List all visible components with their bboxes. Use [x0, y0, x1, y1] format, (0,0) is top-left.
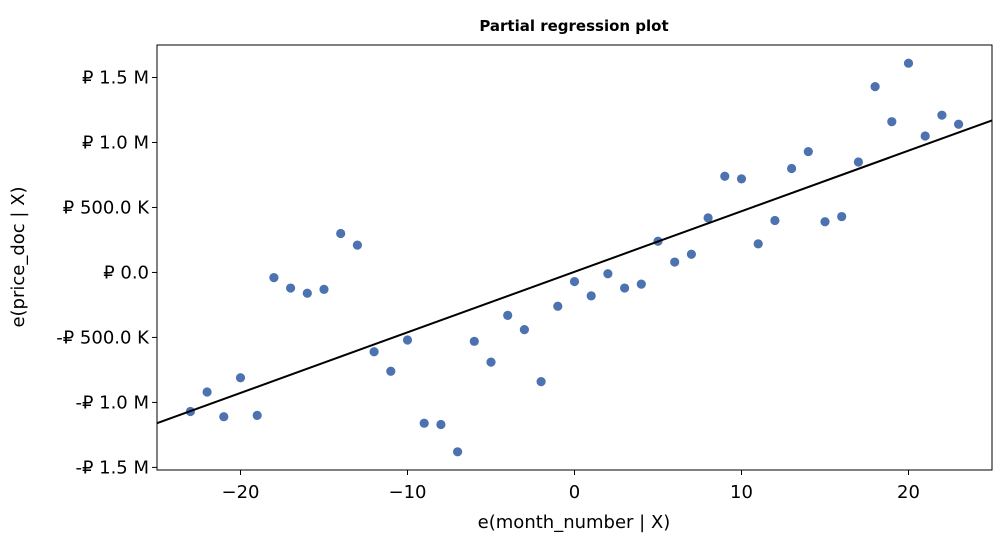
- data-point-2: [219, 412, 229, 422]
- y-tick-label: ₽ 500.0 K: [63, 197, 150, 218]
- data-point-10: [352, 240, 362, 250]
- data-point-29: [670, 257, 680, 267]
- data-point-16: [453, 447, 463, 457]
- data-point-38: [820, 217, 830, 227]
- data-point-21: [536, 377, 546, 387]
- x-tick-label: 0: [569, 482, 580, 503]
- data-point-30: [686, 249, 697, 259]
- data-point-46: [954, 119, 964, 129]
- data-point-39: [837, 211, 847, 222]
- y-tick-label: -₽ 1.5 M: [75, 457, 149, 478]
- x-axis-ticks: −20 −10 0 10 20: [222, 470, 920, 503]
- y-tick-label: ₽ 1.0 M: [82, 132, 149, 153]
- data-point-37: [803, 146, 813, 157]
- data-point-41: [870, 81, 880, 92]
- y-tick-label: -₽ 500.0 K: [56, 327, 150, 348]
- data-point-3: [235, 373, 246, 383]
- data-point-11: [369, 347, 379, 357]
- data-point-1: [202, 387, 212, 397]
- data-point-27: [636, 279, 646, 289]
- data-point-42: [887, 117, 897, 127]
- data-point-4: [252, 410, 262, 421]
- axes-frame: [156, 44, 993, 471]
- data-point-17: [469, 336, 479, 346]
- regression-line: [156, 119, 993, 425]
- data-point-22: [553, 301, 563, 311]
- data-point-25: [603, 269, 613, 279]
- data-point-33: [736, 174, 747, 184]
- data-point-14: [419, 418, 429, 428]
- chart-title: Partial regression plot: [479, 17, 668, 35]
- data-point-26: [620, 283, 630, 293]
- y-axis-label: e(price_doc | X): [8, 186, 29, 327]
- data-point-24: [586, 291, 596, 301]
- data-point-20: [519, 325, 530, 335]
- data-point-12: [386, 366, 396, 376]
- data-point-18: [486, 357, 496, 367]
- data-point-43: [903, 58, 914, 68]
- data-point-23: [569, 276, 580, 287]
- x-axis-label: e(month_number | X): [478, 512, 671, 533]
- data-point-13: [402, 335, 413, 345]
- data-point-19: [503, 310, 513, 320]
- x-tick-label: 20: [897, 482, 920, 503]
- data-point-7: [302, 288, 312, 298]
- data-point-9: [336, 228, 346, 239]
- y-tick-label: ₽ 0.0: [103, 262, 149, 283]
- data-point-45: [937, 110, 947, 120]
- y-axis-ticks: ₽ 1.5 M ₽ 1.0 M ₽ 500.0 K ₽ 0.0 -₽ 500.0 K -…: [56, 67, 157, 478]
- data-point-34: [753, 239, 763, 249]
- x-tick-label: 10: [730, 482, 753, 503]
- data-point-8: [319, 284, 329, 294]
- data-point-40: [853, 157, 864, 167]
- data-point-31: [703, 213, 713, 223]
- y-tick-label: -₽ 1.0 M: [75, 392, 149, 413]
- x-tick-label: −20: [222, 482, 260, 503]
- plot-area: [156, 44, 993, 471]
- data-point-5: [269, 273, 279, 283]
- data-point-32: [720, 171, 730, 181]
- data-point-44: [920, 131, 930, 141]
- y-tick-label: ₽ 1.5 M: [82, 67, 149, 88]
- data-point-6: [286, 283, 296, 293]
- x-tick-label: −10: [389, 482, 427, 503]
- data-point-35: [770, 215, 780, 226]
- data-point-36: [787, 163, 797, 174]
- data-point-15: [436, 419, 446, 430]
